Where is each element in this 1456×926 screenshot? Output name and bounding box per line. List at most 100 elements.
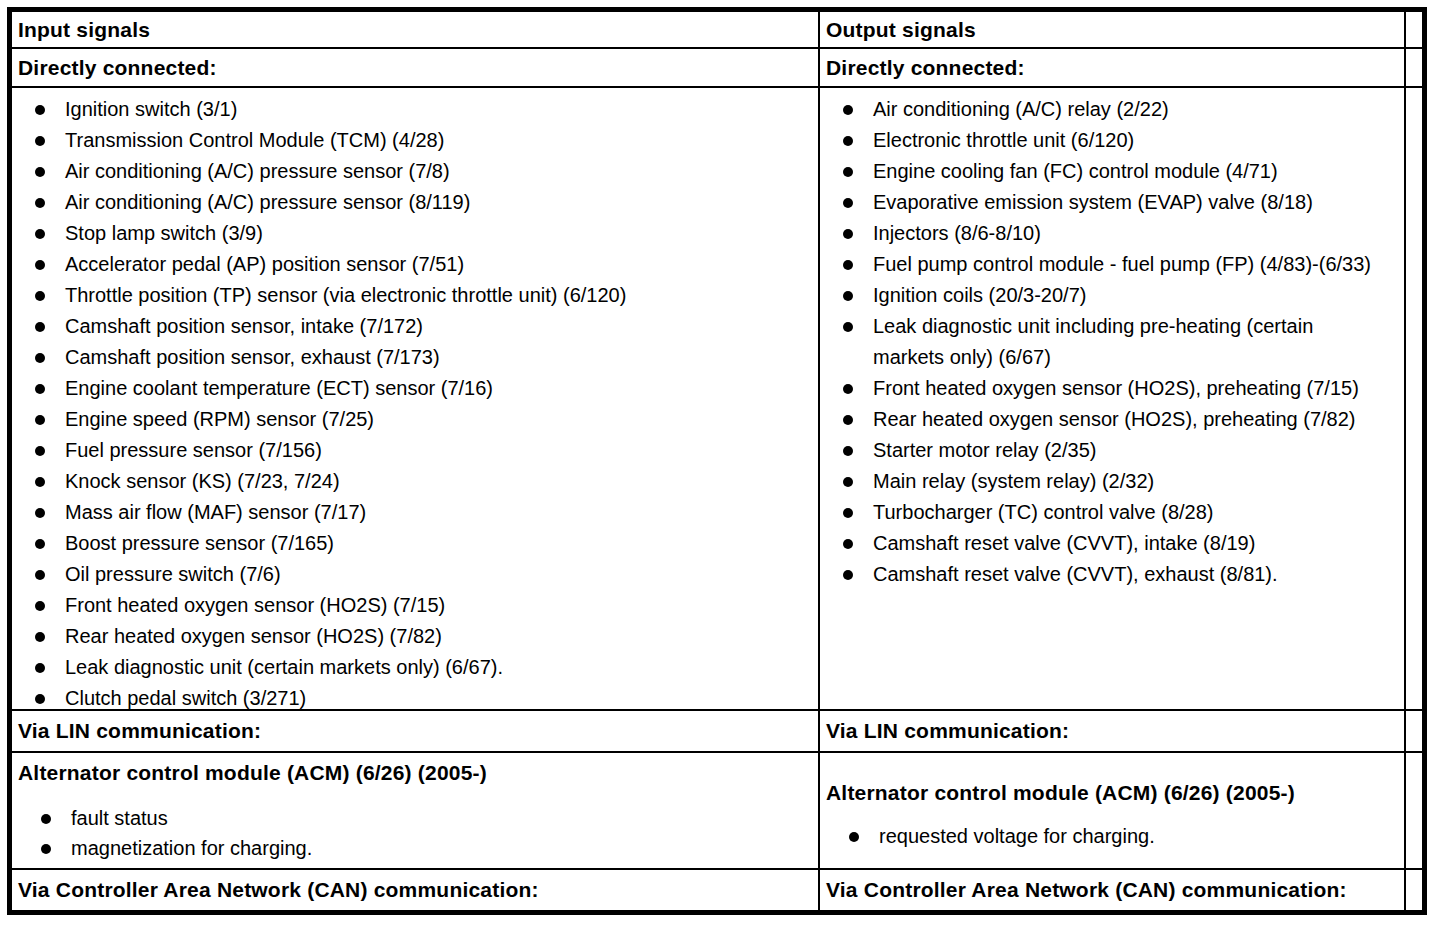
list-item-text: Electronic throttle unit (6/120) — [873, 125, 1134, 156]
list-item: Camshaft position sensor, exhaust (7/173… — [35, 342, 810, 373]
input-signals-header: Input signals — [12, 12, 820, 49]
list-item: magnetization for charging. — [41, 833, 812, 863]
list-item: Front heated oxygen sensor (HO2S), prehe… — [843, 373, 1396, 404]
list-item: Air conditioning (A/C) pressure sensor (… — [35, 187, 810, 218]
list-item-text: Stop lamp switch (3/9) — [65, 218, 263, 249]
list-item: Stop lamp switch (3/9) — [35, 218, 810, 249]
bullet-icon — [843, 570, 853, 580]
list-item: Engine speed (RPM) sensor (7/25) — [35, 404, 810, 435]
output-directly-connected-list-cell: Air conditioning (A/C) relay (2/22)Elect… — [820, 88, 1406, 711]
list-item-text: Front heated oxygen sensor (HO2S), prehe… — [873, 373, 1359, 404]
list-item: requested voltage for charging. — [849, 821, 1398, 851]
list-item: Accelerator pedal (AP) position sensor (… — [35, 249, 810, 280]
list-item: Camshaft reset valve (CVVT), intake (8/1… — [843, 528, 1396, 559]
input-acm-cell: Alternator control module (ACM) (6/26) (… — [12, 753, 820, 870]
list-item: Turbocharger (TC) control valve (8/28) — [843, 497, 1396, 528]
bullet-icon — [849, 832, 859, 842]
input-directly-connected-list-cell: Ignition switch (3/1)Transmission Contro… — [12, 88, 820, 711]
list-item-text: Main relay (system relay) (2/32) — [873, 466, 1154, 497]
bullet-icon — [843, 508, 853, 518]
bullet-icon — [843, 105, 853, 115]
list-item-text: Engine coolant temperature (ECT) sensor … — [65, 373, 493, 404]
list-item: Main relay (system relay) (2/32) — [843, 466, 1396, 497]
list-item-text: Rear heated oxygen sensor (HO2S) (7/82) — [65, 621, 442, 652]
list-item-text: Camshaft position sensor, exhaust (7/173… — [65, 342, 440, 373]
list-item: Mass air flow (MAF) sensor (7/17) — [35, 497, 810, 528]
bullet-icon — [35, 260, 45, 270]
input-via-lin-label: Via LIN communication: — [12, 711, 820, 753]
bullet-icon — [35, 570, 45, 580]
signals-table: Input signals Output signals Directly co… — [7, 7, 1427, 915]
list-item: Clutch pedal switch (3/271) — [35, 683, 810, 711]
bullet-icon — [35, 663, 45, 673]
list-item-text: Fuel pressure sensor (7/156) — [65, 435, 322, 466]
bullet-icon — [843, 291, 853, 301]
list-item-text: Engine speed (RPM) sensor (7/25) — [65, 404, 374, 435]
bullet-icon — [35, 384, 45, 394]
spacer-cell — [1406, 711, 1422, 753]
list-item-text: Leak diagnostic unit (certain markets on… — [65, 652, 503, 683]
output-acm-list: requested voltage for charging. — [826, 821, 1398, 851]
list-item-text: Camshaft reset valve (CVVT), exhaust (8/… — [873, 559, 1278, 590]
list-item-text: magnetization for charging. — [71, 833, 312, 863]
bullet-icon — [41, 844, 51, 854]
list-item: Camshaft reset valve (CVVT), exhaust (8/… — [843, 559, 1396, 590]
list-item-text: Ignition coils (20/3-20/7) — [873, 280, 1086, 311]
list-item-text: Leak diagnostic unit including pre-heati… — [873, 311, 1378, 373]
bullet-icon — [35, 446, 45, 456]
list-item-text: Air conditioning (A/C) pressure sensor (… — [65, 156, 450, 187]
list-item: Starter motor relay (2/35) — [843, 435, 1396, 466]
spacer-cell — [1406, 88, 1422, 711]
bullet-icon — [843, 415, 853, 425]
bullet-icon — [843, 136, 853, 146]
list-item-text: Front heated oxygen sensor (HO2S) (7/15) — [65, 590, 445, 621]
bullet-icon — [41, 814, 51, 824]
list-item: Rear heated oxygen sensor (HO2S) (7/82) — [35, 621, 810, 652]
list-item: Leak diagnostic unit including pre-heati… — [843, 311, 1396, 373]
list-item: Ignition coils (20/3-20/7) — [843, 280, 1396, 311]
list-item-text: Mass air flow (MAF) sensor (7/17) — [65, 497, 366, 528]
list-item: Leak diagnostic unit (certain markets on… — [35, 652, 810, 683]
list-item-text: Camshaft reset valve (CVVT), intake (8/1… — [873, 528, 1255, 559]
list-item: fault status — [41, 803, 812, 833]
list-item-text: Camshaft position sensor, intake (7/172) — [65, 311, 423, 342]
list-item-text: fault status — [71, 803, 168, 833]
bullet-icon — [843, 167, 853, 177]
bullet-icon — [35, 353, 45, 363]
list-item: Air conditioning (A/C) pressure sensor (… — [35, 156, 810, 187]
list-item: Evaporative emission system (EVAP) valve… — [843, 187, 1396, 218]
bullet-icon — [35, 229, 45, 239]
bullet-icon — [843, 477, 853, 487]
list-item-text: Evaporative emission system (EVAP) valve… — [873, 187, 1313, 218]
list-item: Fuel pump control module - fuel pump (FP… — [843, 249, 1396, 280]
bullet-icon — [843, 446, 853, 456]
input-directly-connected-label: Directly connected: — [12, 49, 820, 88]
spacer-cell — [1406, 49, 1422, 88]
list-item-text: Transmission Control Module (TCM) (4/28) — [65, 125, 444, 156]
bullet-icon — [35, 477, 45, 487]
list-item: Transmission Control Module (TCM) (4/28) — [35, 125, 810, 156]
output-signals-header: Output signals — [820, 12, 1406, 49]
list-item-text: Clutch pedal switch (3/271) — [65, 683, 306, 711]
bullet-icon — [843, 322, 853, 332]
list-item-text: Injectors (8/6-8/10) — [873, 218, 1041, 249]
list-item-text: requested voltage for charging. — [879, 821, 1155, 851]
list-item-text: Starter motor relay (2/35) — [873, 435, 1096, 466]
list-item: Oil pressure switch (7/6) — [35, 559, 810, 590]
output-via-can-label: Via Controller Area Network (CAN) commun… — [820, 870, 1406, 910]
list-item-text: Knock sensor (KS) (7/23, 7/24) — [65, 466, 340, 497]
list-item-text: Fuel pump control module - fuel pump (FP… — [873, 249, 1371, 280]
bullet-icon — [35, 136, 45, 146]
bullet-icon — [843, 260, 853, 270]
list-item: Front heated oxygen sensor (HO2S) (7/15) — [35, 590, 810, 621]
list-item-text: Engine cooling fan (FC) control module (… — [873, 156, 1278, 187]
bullet-icon — [35, 539, 45, 549]
bullet-icon — [35, 632, 45, 642]
bullet-icon — [35, 198, 45, 208]
list-item: Fuel pressure sensor (7/156) — [35, 435, 810, 466]
list-item: Boost pressure sensor (7/165) — [35, 528, 810, 559]
list-item-text: Ignition switch (3/1) — [65, 94, 237, 125]
list-item-text: Rear heated oxygen sensor (HO2S), prehea… — [873, 404, 1356, 435]
list-item-text: Throttle position (TP) sensor (via elect… — [65, 280, 626, 311]
list-item: Knock sensor (KS) (7/23, 7/24) — [35, 466, 810, 497]
